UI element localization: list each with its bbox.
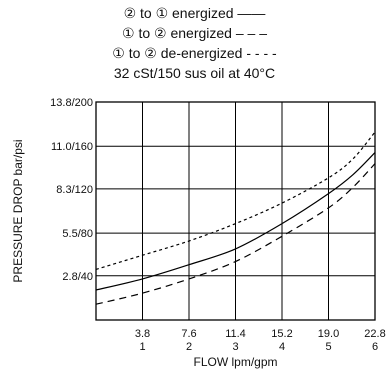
- x-tick-label-lpm: 11.4: [225, 328, 246, 340]
- y-tick-label: 13.8/200: [50, 97, 93, 109]
- series-line-dashed: [95, 163, 376, 305]
- legend-line-3: ① to ② de-energized - - - -: [112, 45, 277, 61]
- x-tick-label-lpm: 22.8: [364, 328, 385, 340]
- x-tick-label-lpm: 15.2: [271, 328, 292, 340]
- y-tick-label: 5.5/80: [62, 228, 93, 240]
- x-tick-label-gpm: 6: [372, 341, 378, 353]
- x-tick-label-gpm: 5: [325, 341, 331, 353]
- x-tick-label-gpm: 3: [232, 341, 238, 353]
- legend-line-2: ① to ② energized – – –: [122, 25, 267, 41]
- x-tick-label-gpm: 4: [279, 341, 285, 353]
- chart-subtitle: 32 cSt/150 sus oil at 40°C: [113, 65, 276, 81]
- x-tick-label-lpm: 19.0: [318, 328, 339, 340]
- legend-line-1: ② to ① energized ——: [123, 5, 266, 21]
- y-tick-label: 11.0/160: [51, 141, 93, 153]
- y-tick-label: 8.3/120: [56, 184, 93, 196]
- x-tick-label-gpm: 2: [186, 341, 192, 353]
- y-axis-title: PRESSURE DROP bar/psi: [11, 139, 25, 282]
- x-axis-title: FLOW lpm/gpm: [193, 355, 277, 369]
- y-tick-label: 2.8/40: [62, 271, 93, 283]
- x-tick-label-lpm: 7.6: [181, 328, 196, 340]
- series-line-solid: [95, 152, 376, 291]
- x-tick-label-lpm: 3.8: [135, 328, 150, 340]
- x-tick-label-gpm: 1: [139, 341, 145, 353]
